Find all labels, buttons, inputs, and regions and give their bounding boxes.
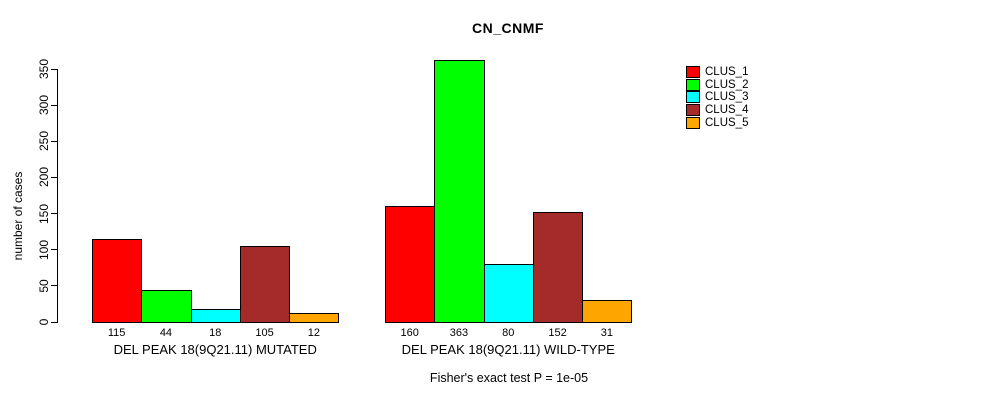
legend-item: CLUS_3 bbox=[686, 91, 748, 104]
y-axis-tick-label: 0 bbox=[37, 318, 51, 326]
bar-value-label: 44 bbox=[159, 327, 173, 339]
bar-clus_1-group1 bbox=[92, 238, 143, 323]
y-axis-tick-label: 350 bbox=[37, 58, 51, 80]
legend-swatch bbox=[686, 66, 700, 79]
legend-item: CLUS_4 bbox=[686, 104, 748, 117]
legend-swatch bbox=[686, 116, 700, 129]
bar-clus_2-group1 bbox=[141, 290, 192, 323]
bar-value-label: 363 bbox=[449, 327, 469, 339]
bar-clus_3-group1 bbox=[190, 308, 241, 323]
annotation-text: Fisher's exact test P = 1e-05 bbox=[429, 371, 589, 385]
legend-swatch bbox=[686, 78, 700, 91]
y-axis-tick-label: 200 bbox=[37, 167, 51, 188]
legend-item: CLUS_2 bbox=[686, 78, 749, 92]
bar-value-label: 115 bbox=[107, 327, 126, 339]
bar-clus_5-group1 bbox=[289, 313, 340, 323]
legend-label: CLUS_3 bbox=[705, 91, 749, 104]
y-axis-tick bbox=[51, 68, 57, 70]
legend-swatch bbox=[686, 91, 700, 104]
bar-clus_5-group2 bbox=[582, 299, 633, 323]
group-axis-label: DEL PEAK 18(9Q21.11) MUTATED bbox=[113, 342, 317, 357]
y-axis-line bbox=[57, 69, 58, 323]
legend-label: CLUS_4 bbox=[705, 104, 749, 117]
y-axis-tick-label: 100 bbox=[37, 239, 51, 260]
bar-value-label: 152 bbox=[548, 327, 567, 339]
bar-clus_1-group2 bbox=[385, 206, 436, 323]
legend: CLUS_1 CLUS_2 CLUS_3 CLUS_4 CLUS_5 bbox=[686, 66, 748, 129]
chart-title: CN_CNMF bbox=[472, 20, 544, 36]
legend-label: CLUS_2 bbox=[705, 78, 749, 91]
bar-value-label: 160 bbox=[400, 327, 419, 339]
y-axis-tick-label: 50 bbox=[37, 279, 51, 293]
y-axis-tick bbox=[51, 249, 57, 251]
bar-clus_2-group2 bbox=[434, 59, 485, 323]
bar-value-label: 80 bbox=[502, 327, 515, 339]
y-axis-tick bbox=[51, 176, 57, 178]
bar-clus_4-group2 bbox=[532, 212, 584, 323]
legend-item: CLUS_1 bbox=[686, 66, 748, 79]
bar-value-label: 12 bbox=[307, 327, 320, 339]
group-axis-label: DEL PEAK 18(9Q21.11) WILD-TYPE bbox=[401, 342, 615, 357]
y-axis-tick bbox=[51, 213, 57, 215]
legend-label: CLUS_5 bbox=[705, 116, 749, 129]
legend-item: CLUS_5 bbox=[686, 116, 748, 129]
y-axis-tick-label: 150 bbox=[37, 203, 51, 224]
bar-value-label: 31 bbox=[600, 327, 613, 339]
y-axis-tick-label: 300 bbox=[37, 95, 51, 116]
y-axis-tick-label: 250 bbox=[37, 131, 51, 152]
bar-value-label: 105 bbox=[255, 327, 274, 339]
y-axis-tick bbox=[51, 321, 57, 323]
y-axis-label: number of cases bbox=[11, 171, 25, 261]
y-axis-tick bbox=[51, 104, 57, 106]
legend-label: CLUS_1 bbox=[705, 66, 749, 79]
bar-clus_3-group2 bbox=[483, 264, 534, 323]
bar-value-label: 18 bbox=[209, 327, 222, 339]
legend-swatch bbox=[686, 104, 700, 117]
bar-clus_4-group1 bbox=[239, 246, 291, 323]
y-axis-tick bbox=[51, 140, 57, 142]
y-axis-tick bbox=[51, 285, 57, 287]
